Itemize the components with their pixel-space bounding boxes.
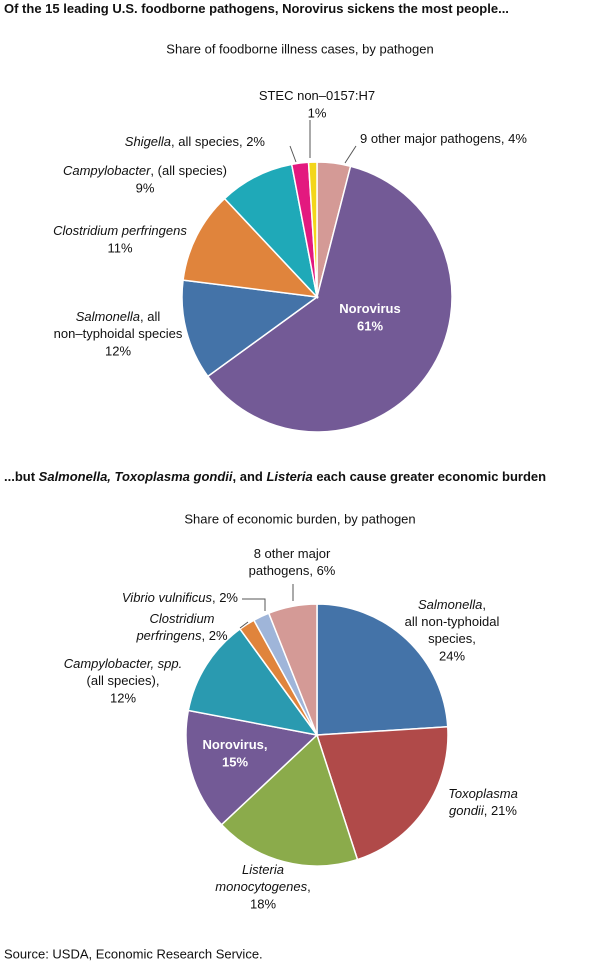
pie-slice bbox=[307, 161, 318, 298]
pie-slice bbox=[181, 279, 319, 378]
text-part: , all bbox=[140, 309, 160, 324]
slice-label: Salmonella, all bbox=[76, 309, 161, 324]
text-part: Salmonella, Toxoplasma gondii bbox=[39, 469, 233, 484]
text-part: Toxoplasma bbox=[448, 786, 518, 801]
value-label: 21% bbox=[491, 803, 517, 818]
text-part: pathogens, bbox=[249, 563, 317, 578]
pie-slice bbox=[267, 603, 318, 736]
text-part: Vibrio vulnificus bbox=[122, 590, 213, 605]
slice-label: monocytogenes, bbox=[215, 879, 310, 894]
leader-line bbox=[344, 145, 357, 164]
chart-subtitle: Share of economic burden, by pathogen bbox=[184, 511, 415, 526]
pie-slice bbox=[220, 733, 359, 867]
pie-slice bbox=[316, 603, 449, 736]
pie-slice bbox=[185, 709, 319, 826]
slice-label: all non-typhoidal bbox=[405, 614, 500, 629]
text-part: (all species), bbox=[87, 673, 160, 688]
text-part: Salmonella bbox=[418, 597, 482, 612]
slice-label: 9 other major pathogens, 4% bbox=[360, 131, 527, 146]
value-label: 1% bbox=[308, 105, 327, 120]
text-part: Shigella bbox=[125, 134, 171, 149]
text-part: Listeria bbox=[266, 469, 312, 484]
value-label: 12% bbox=[110, 690, 136, 705]
text-part: 8 other major bbox=[254, 546, 331, 561]
text-part: Of the 15 leading U.S. foodborne pathoge… bbox=[4, 1, 509, 16]
slice-label: Salmonella, bbox=[418, 597, 486, 612]
text-part: , all species, bbox=[171, 134, 246, 149]
value-label: 6% bbox=[317, 563, 336, 578]
value-label: 61% bbox=[357, 318, 383, 333]
leader-line bbox=[242, 598, 266, 611]
source: Source: USDA, Economic Research Service. bbox=[4, 946, 263, 961]
text-part: Salmonella bbox=[76, 309, 140, 324]
chart-title: Of the 15 leading U.S. foodborne pathoge… bbox=[4, 1, 509, 16]
slice-label: Clostridium bbox=[149, 611, 214, 626]
value-label: 24% bbox=[439, 648, 465, 663]
text-part: Norovirus bbox=[339, 301, 400, 316]
value-label: 2% bbox=[246, 134, 265, 149]
slice-label: (all species), bbox=[87, 673, 160, 688]
value-label: 11% bbox=[107, 240, 132, 255]
text-part: 9 other major pathogens, bbox=[360, 131, 508, 146]
slice-label: STEC non–0157:H7 bbox=[259, 88, 375, 103]
text-part: , and bbox=[233, 469, 267, 484]
slice-label: gondii, 21% bbox=[449, 803, 517, 818]
text-part: Listeria bbox=[242, 862, 284, 877]
slice-label: pathogens, 6% bbox=[249, 563, 336, 578]
leader-line bbox=[289, 145, 297, 163]
text-part: non–typhoidal species bbox=[54, 326, 183, 341]
pie-slice bbox=[187, 627, 319, 737]
text-part: all non-typhoidal bbox=[405, 614, 500, 629]
leader-line bbox=[239, 621, 249, 629]
text-part: , bbox=[202, 628, 209, 643]
value-label: 2% bbox=[209, 628, 228, 643]
text-part: species, bbox=[428, 631, 476, 646]
text-part: Campylobacter, spp. bbox=[64, 656, 183, 671]
value-label: 18% bbox=[250, 896, 276, 911]
chart-title: ...but Salmonella, Toxoplasma gondii, an… bbox=[4, 469, 546, 484]
pie-slice bbox=[206, 165, 453, 433]
text-part: , bbox=[212, 590, 219, 605]
text-part: Clostridium bbox=[149, 611, 214, 626]
text-part: , (all species) bbox=[150, 163, 227, 178]
value-label: 12% bbox=[105, 343, 131, 358]
slice-label: species, bbox=[428, 631, 476, 646]
slice-label: 8 other major bbox=[254, 546, 331, 561]
slice-label: non–typhoidal species bbox=[54, 326, 183, 341]
text-part: Clostridium perfringens bbox=[53, 223, 187, 238]
slice-label: Norovirus bbox=[339, 301, 400, 316]
slice-label: Norovirus, bbox=[202, 737, 267, 752]
text-part: STEC non–0157:H7 bbox=[259, 88, 375, 103]
text-part: , bbox=[484, 803, 491, 818]
pie-slice bbox=[315, 725, 449, 861]
slice-label: Campylobacter, spp. bbox=[64, 656, 183, 671]
slice-label: Campylobacter, (all species) bbox=[63, 163, 227, 178]
text-part: monocytogenes bbox=[215, 879, 307, 894]
text-part: , bbox=[307, 879, 311, 894]
text-part: ...but bbox=[4, 469, 39, 484]
value-label: 15% bbox=[222, 754, 248, 769]
value-label: 2% bbox=[219, 590, 238, 605]
text-part: Campylobacter bbox=[63, 163, 151, 178]
pie-slice bbox=[182, 197, 319, 299]
text-part: , bbox=[482, 597, 486, 612]
text-part: perfringens bbox=[135, 628, 202, 643]
slice-label: Vibrio vulnificus, 2% bbox=[122, 590, 239, 605]
value-label: 9% bbox=[136, 180, 155, 195]
slice-label: Toxoplasma bbox=[448, 786, 518, 801]
slice-label: Clostridium perfringens bbox=[53, 223, 187, 238]
slice-label: Shigella, all species, 2% bbox=[125, 134, 266, 149]
text-part: Norovirus, bbox=[202, 737, 267, 752]
value-label: 4% bbox=[508, 131, 527, 146]
text-part: each cause greater economic burden bbox=[313, 469, 546, 484]
chart-subtitle: Share of foodborne illness cases, by pat… bbox=[166, 41, 433, 56]
slice-label: perfringens, 2% bbox=[135, 628, 228, 643]
slice-label: Listeria bbox=[242, 862, 284, 877]
text-part: gondii bbox=[449, 803, 485, 818]
